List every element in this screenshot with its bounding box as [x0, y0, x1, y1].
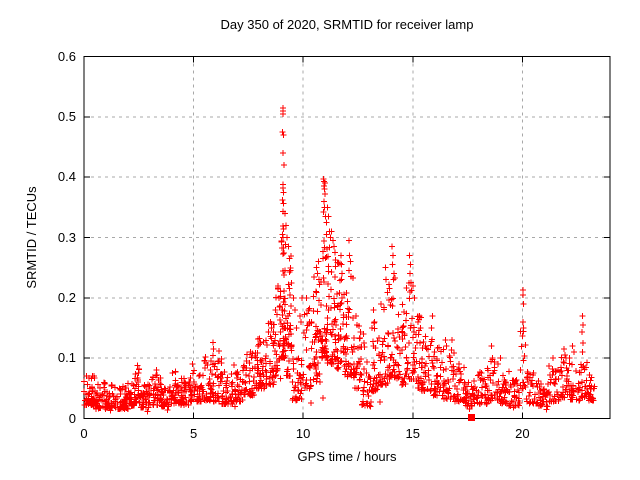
scatter-points [81, 105, 598, 415]
axis-ticks [83, 56, 610, 419]
y-tick-label: 0.1 [57, 350, 76, 366]
y-tick-label: 0 [68, 410, 76, 426]
x-tick-label: 10 [295, 426, 311, 441]
y-tick-label: 0.4 [57, 169, 76, 185]
x-axis-label: GPS time / hours [297, 449, 397, 464]
x-tick-label: 20 [515, 426, 530, 441]
chart-title: Day 350 of 2020, SRMTID for receiver lam… [220, 17, 474, 32]
x-tick-label: 0 [80, 426, 88, 441]
outlier-square-marker [467, 413, 475, 421]
y-tick-label: 0.6 [57, 48, 76, 64]
x-tick-label: 15 [405, 426, 420, 441]
y-tick-label: 0.5 [57, 108, 76, 124]
y-tick-label: 0.2 [57, 289, 76, 305]
gridlines [84, 56, 610, 419]
x-tick-label: 5 [189, 426, 198, 441]
y-tick-label: 0.3 [57, 229, 76, 245]
